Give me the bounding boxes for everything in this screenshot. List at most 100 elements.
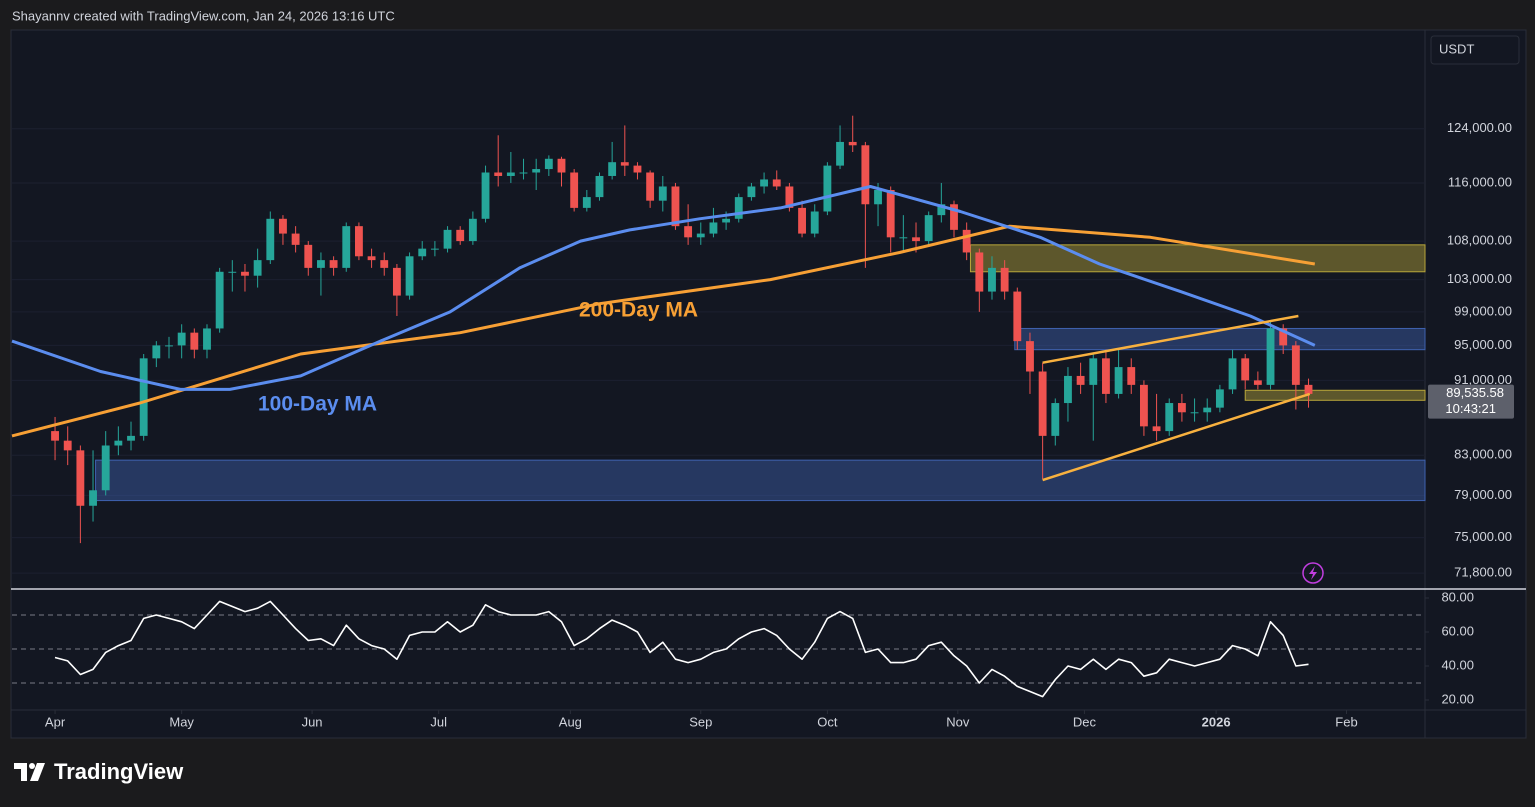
candle-body <box>443 229 452 249</box>
x-tick-label: Jul <box>430 714 447 729</box>
moving-average <box>11 224 1316 438</box>
candle-body <box>494 172 503 176</box>
candle-body <box>886 189 895 238</box>
candle-body <box>772 179 781 187</box>
y-tick-label: 124,000.00 <box>1447 120 1512 135</box>
candle-body <box>291 233 300 245</box>
candle-body <box>481 172 490 219</box>
candle-body <box>468 218 477 242</box>
candle-body <box>810 211 819 234</box>
candle-body <box>392 267 401 296</box>
y-tick-label: 91,000.00 <box>1454 372 1512 387</box>
candle-body <box>152 345 161 359</box>
y-tick-label: 83,000.00 <box>1454 447 1512 462</box>
zone <box>1014 327 1426 351</box>
candle-body <box>367 256 376 261</box>
x-tick-label: Apr <box>45 714 66 729</box>
candle-body <box>1139 384 1148 427</box>
alert-icon[interactable] <box>1302 562 1324 584</box>
y-tick-label: 116,000.00 <box>1448 174 1512 189</box>
candle-body <box>405 256 414 296</box>
candle-body <box>1190 412 1199 414</box>
ma-label: 200-Day MA <box>579 299 698 322</box>
candle-body <box>861 145 870 205</box>
candle-body <box>1000 267 1009 292</box>
x-tick-label: Nov <box>946 714 970 729</box>
candle-body <box>734 197 743 219</box>
candle-body <box>203 328 211 350</box>
candle-body <box>962 229 971 253</box>
candle-body <box>912 237 920 242</box>
candle-body <box>329 260 338 268</box>
y-tick-label: 99,000.00 <box>1454 303 1512 318</box>
candle-body <box>785 186 794 208</box>
candle-body <box>760 179 769 187</box>
candle-body <box>608 162 617 176</box>
candle-body <box>899 237 908 239</box>
candle-body <box>1038 371 1047 436</box>
candle-body <box>1114 367 1123 394</box>
candle-body <box>798 207 806 234</box>
candle-body <box>1279 328 1288 346</box>
currency: USDT <box>1439 41 1474 56</box>
y-tick-label: 103,000.00 <box>1447 271 1512 286</box>
x-tick-label: Sep <box>689 714 712 729</box>
candle-body <box>570 172 579 208</box>
candle-body <box>823 165 832 212</box>
candle-body <box>456 229 465 242</box>
candle-body <box>924 215 933 242</box>
candle-body <box>519 172 528 174</box>
candle-body <box>253 260 262 276</box>
candle-body <box>532 169 541 173</box>
logo-mark <box>14 763 27 781</box>
candle-body <box>380 260 389 268</box>
logo-mark <box>29 763 35 769</box>
currency-box[interactable] <box>1430 35 1520 65</box>
moving-average <box>11 185 1316 391</box>
brand: TradingView <box>54 759 184 784</box>
candle-body <box>620 162 629 166</box>
candle-body <box>975 252 984 292</box>
candle-body <box>165 345 173 347</box>
y-tick-label: 60.00 <box>1441 623 1474 638</box>
x-tick-label: Aug <box>559 714 582 729</box>
candle-body <box>89 490 97 506</box>
candle-body <box>646 172 655 201</box>
candle-body <box>1064 375 1072 404</box>
y-tick-label: 108,000.00 <box>1447 233 1512 248</box>
x-tick-label: Feb <box>1335 714 1357 729</box>
candle-body <box>950 204 958 230</box>
candle-body <box>722 218 731 223</box>
candle-body <box>696 233 705 238</box>
candle-body <box>342 226 351 268</box>
y-tick-label: 20.00 <box>1441 691 1474 706</box>
candle-body <box>557 158 566 173</box>
candle-body <box>279 218 287 234</box>
trendline <box>1042 392 1311 482</box>
candle-body <box>1165 403 1174 432</box>
last-price-tag <box>1428 384 1514 419</box>
candle-body <box>595 175 604 198</box>
candle-body <box>874 189 882 205</box>
candle-body <box>1291 345 1300 385</box>
x-tick-label: 2026 <box>1202 714 1231 729</box>
candle-body <box>266 218 275 261</box>
candle-body <box>76 450 85 506</box>
y-tick-label: 75,000.00 <box>1454 529 1512 544</box>
candle-body <box>937 204 946 216</box>
candle-body <box>51 431 59 441</box>
candle-body <box>836 141 844 166</box>
ma-label: 100-Day MA <box>258 393 377 416</box>
candle-body <box>241 271 249 276</box>
zone <box>95 459 1426 502</box>
candle-body <box>1102 358 1110 394</box>
rsi-line <box>54 600 1309 698</box>
candle-body <box>317 260 325 268</box>
candle-body <box>190 332 199 350</box>
header: Shayannv created with TradingView.com, J… <box>12 8 395 23</box>
candle-body <box>1228 358 1237 390</box>
candle-body <box>1253 380 1262 385</box>
candle-body <box>1152 426 1161 432</box>
candle-body <box>1127 367 1136 385</box>
